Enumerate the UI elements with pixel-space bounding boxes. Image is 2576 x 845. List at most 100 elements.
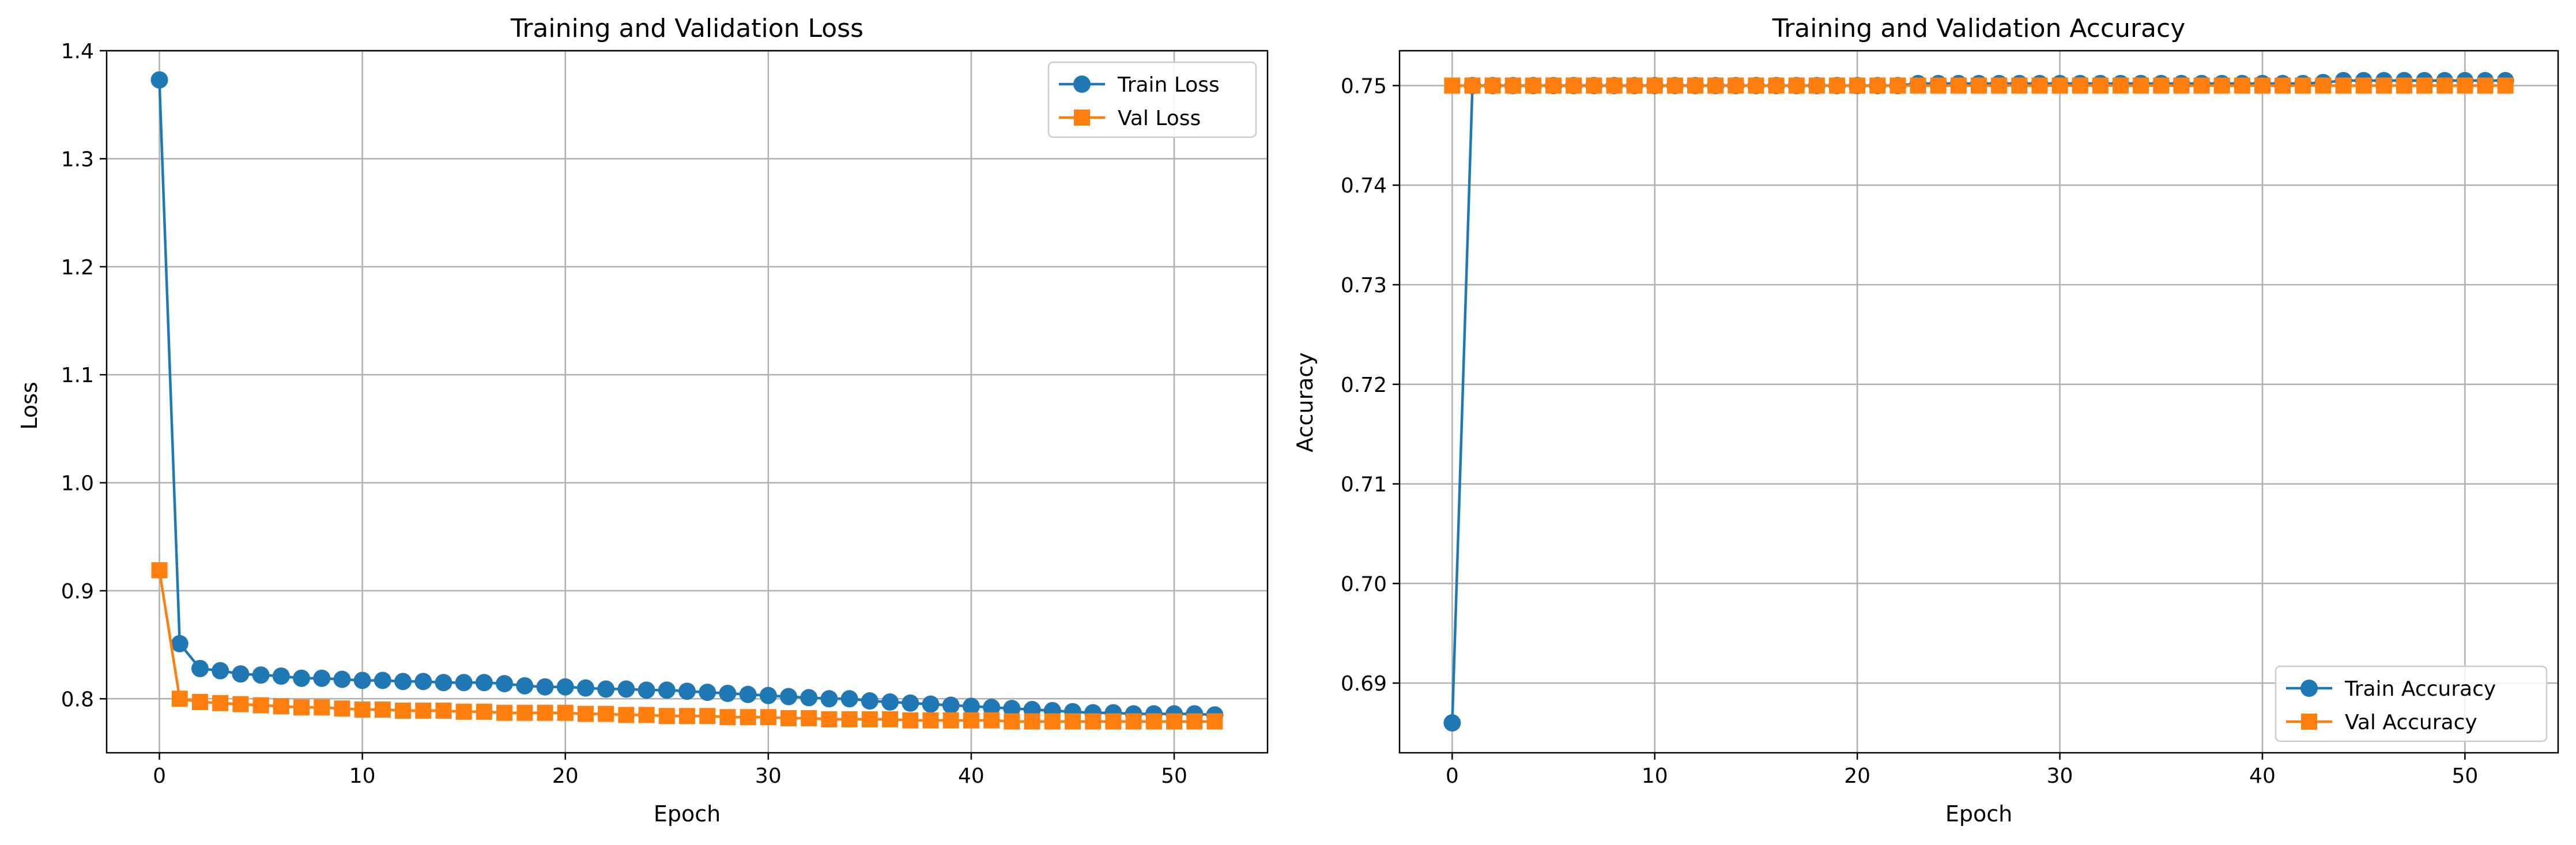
loss-chart-title: Training and Validation Loss [510, 14, 863, 43]
val-loss-point [1004, 713, 1020, 730]
val-loss-point [415, 702, 432, 719]
val-accuracy-point [2193, 77, 2210, 94]
train-loss-point [536, 678, 554, 696]
val-loss-point [232, 696, 249, 712]
accuracy-plot-frame [1398, 50, 2559, 754]
val-loss-point [658, 708, 675, 725]
val-accuracy-point [2133, 77, 2149, 94]
val-loss-point [841, 711, 858, 727]
train-loss-point [556, 678, 574, 696]
val-loss-legend-label: Val Loss [1118, 107, 1201, 130]
train-loss-point [881, 693, 899, 711]
loss-chart: Training and Validation Loss Epoch Loss … [17, 14, 1269, 827]
val-accuracy-point [1768, 77, 1785, 94]
train-loss-point [394, 673, 412, 691]
accuracy-y-tick-label: 0.70 [1341, 572, 1387, 596]
val-loss-point [455, 703, 472, 720]
val-loss-point [1085, 713, 1102, 730]
loss-x-tick-label: 40 [958, 764, 985, 788]
loss-x-tick-label: 0 [153, 764, 166, 788]
val-loss-point [719, 709, 736, 726]
val-accuracy-point [2234, 77, 2250, 94]
val-accuracy-point [2011, 77, 2028, 94]
train-loss-point [658, 681, 676, 699]
train-loss-point [232, 665, 250, 683]
val-accuracy-point [1889, 77, 1906, 94]
train-loss-point [475, 674, 493, 692]
val-accuracy-point [1646, 77, 1663, 94]
accuracy-y-tick-label: 0.74 [1341, 174, 1387, 198]
val-loss-point [395, 702, 412, 719]
val-loss-point [496, 704, 513, 721]
train-loss-point [293, 669, 311, 687]
val-loss-point [983, 712, 1000, 729]
val-accuracy-point [2315, 77, 2332, 94]
val-loss-point [314, 699, 330, 716]
val-loss-point [1064, 713, 1081, 730]
val-accuracy-point [1950, 77, 1967, 94]
train-loss-point [150, 71, 168, 89]
val-loss-point [821, 711, 838, 727]
train-loss-point [576, 679, 594, 697]
accuracy-x-tick-label: 50 [2451, 764, 2478, 788]
val-accuracy-point [1728, 77, 1744, 94]
val-accuracy-point [1586, 77, 1602, 94]
accuracy-x-axis-label: Epoch [1945, 801, 2012, 827]
val-loss-point [618, 707, 635, 723]
train-loss-point [942, 696, 960, 714]
val-loss-point [577, 706, 594, 722]
train-loss-point [678, 682, 696, 700]
train-loss-point [922, 695, 940, 713]
val-loss-point [942, 712, 959, 729]
val-accuracy-point [1869, 77, 1886, 94]
val-accuracy-point [1829, 77, 1846, 94]
val-loss-point [252, 697, 269, 714]
val-loss-point [598, 706, 614, 722]
val-loss-point [171, 691, 188, 707]
val-loss-point [273, 698, 289, 715]
val-accuracy-point [1930, 77, 1947, 94]
accuracy-x-tick-label: 20 [1844, 764, 1870, 788]
train-loss-point [902, 694, 919, 712]
val-accuracy-point [2275, 77, 2291, 94]
val-accuracy-point [2173, 77, 2190, 94]
val-loss-point [212, 695, 229, 711]
loss-legend: Train Loss Val Loss [1047, 61, 1257, 138]
loss-y-tick-label: 1.2 [61, 256, 94, 280]
val-accuracy-point [1748, 77, 1764, 94]
accuracy-legend-box [2275, 665, 2548, 742]
train-loss-point [840, 690, 858, 708]
train-loss-point [171, 635, 188, 652]
train-loss-point [252, 666, 270, 684]
val-loss-point [191, 693, 208, 710]
val-accuracy-point [1687, 77, 1704, 94]
val-loss-point [882, 711, 899, 727]
val-loss-point [1166, 713, 1183, 730]
train-loss-point [1003, 700, 1021, 718]
val-loss-point [760, 709, 776, 726]
val-accuracy-point [1525, 77, 1541, 94]
loss-y-tick-label: 0.9 [61, 580, 94, 603]
train-loss-point [333, 670, 351, 688]
val-accuracy-point [2416, 77, 2433, 94]
val-loss-point [922, 712, 939, 729]
accuracy-y-axis-label: Accuracy [1292, 352, 1318, 452]
train-loss-point [212, 662, 229, 680]
val-loss-point [1044, 713, 1061, 730]
train-loss-point [820, 690, 838, 708]
train-loss-point [272, 667, 290, 685]
val-loss-point [151, 562, 168, 579]
loss-y-tick-label: 1.4 [61, 40, 94, 63]
train-loss-point [414, 673, 432, 691]
val-accuracy-point [1666, 77, 1683, 94]
val-accuracy-point [1566, 77, 1582, 94]
loss-plot-frame [105, 50, 1269, 754]
val-accuracy-point [2153, 77, 2170, 94]
train-accuracy-legend-marker [2300, 680, 2318, 697]
val-loss-point [902, 712, 919, 729]
val-accuracy-point [2355, 77, 2372, 94]
loss-y-tick-label: 0.8 [61, 688, 94, 711]
val-loss-point [1145, 713, 1162, 730]
val-accuracy-legend-label: Val Accuracy [2345, 711, 2477, 734]
